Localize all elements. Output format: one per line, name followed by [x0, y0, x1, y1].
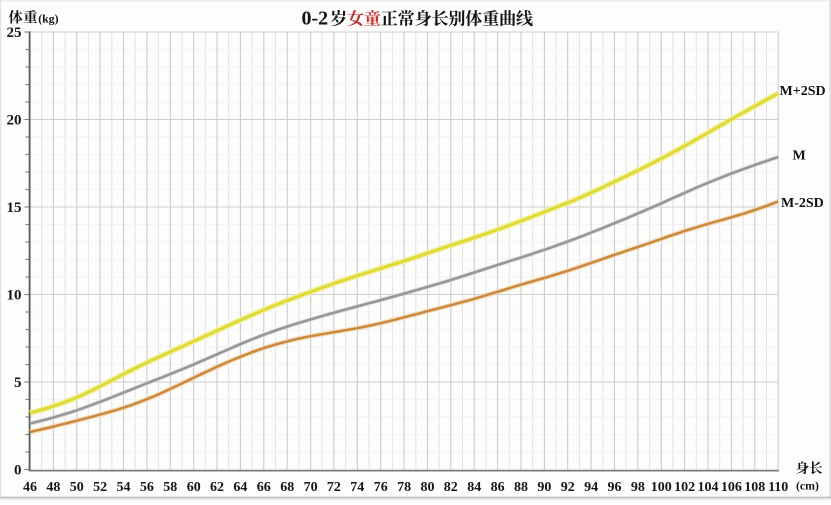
svg-text:0-2: 0-2: [302, 8, 329, 30]
svg-text:(cm): (cm): [796, 479, 819, 493]
svg-text:96: 96: [608, 480, 622, 495]
svg-text:48: 48: [46, 480, 60, 495]
svg-text:54: 54: [117, 480, 131, 495]
svg-text:M+2SD: M+2SD: [780, 84, 826, 99]
svg-text:66: 66: [257, 480, 271, 495]
svg-text:78: 78: [397, 480, 411, 495]
svg-text:58: 58: [163, 480, 177, 495]
svg-text:100: 100: [651, 480, 672, 495]
svg-text:102: 102: [674, 480, 695, 495]
svg-text:M: M: [793, 149, 806, 164]
svg-text:70: 70: [304, 480, 318, 495]
svg-text:(kg): (kg): [38, 11, 58, 25]
svg-text:108: 108: [744, 480, 765, 495]
svg-text:106: 106: [721, 480, 742, 495]
svg-text:46: 46: [23, 480, 37, 495]
svg-text:0: 0: [14, 463, 22, 479]
svg-text:80: 80: [421, 480, 435, 495]
svg-text:60: 60: [187, 480, 201, 495]
svg-text:88: 88: [514, 480, 528, 495]
svg-text:64: 64: [233, 480, 247, 495]
svg-text:74: 74: [350, 480, 364, 495]
svg-text:72: 72: [327, 480, 341, 495]
svg-text:25: 25: [7, 25, 22, 41]
svg-text:20: 20: [7, 113, 22, 129]
svg-text:82: 82: [444, 480, 458, 495]
svg-text:5: 5: [14, 375, 22, 391]
svg-text:104: 104: [698, 480, 719, 495]
svg-text:92: 92: [561, 480, 575, 495]
svg-text:76: 76: [374, 480, 388, 495]
svg-text:84: 84: [467, 480, 481, 495]
svg-text:52: 52: [93, 480, 107, 495]
svg-text:50: 50: [70, 480, 84, 495]
svg-text:110: 110: [768, 480, 788, 495]
svg-text:94: 94: [584, 480, 598, 495]
svg-text:90: 90: [537, 480, 551, 495]
svg-text:68: 68: [280, 480, 294, 495]
svg-text:98: 98: [631, 480, 645, 495]
svg-text:62: 62: [210, 480, 224, 495]
svg-text:56: 56: [140, 480, 154, 495]
svg-text:10: 10: [7, 288, 22, 304]
svg-text:15: 15: [7, 200, 22, 216]
svg-text:86: 86: [491, 480, 505, 495]
svg-text:M-2SD: M-2SD: [781, 196, 824, 211]
